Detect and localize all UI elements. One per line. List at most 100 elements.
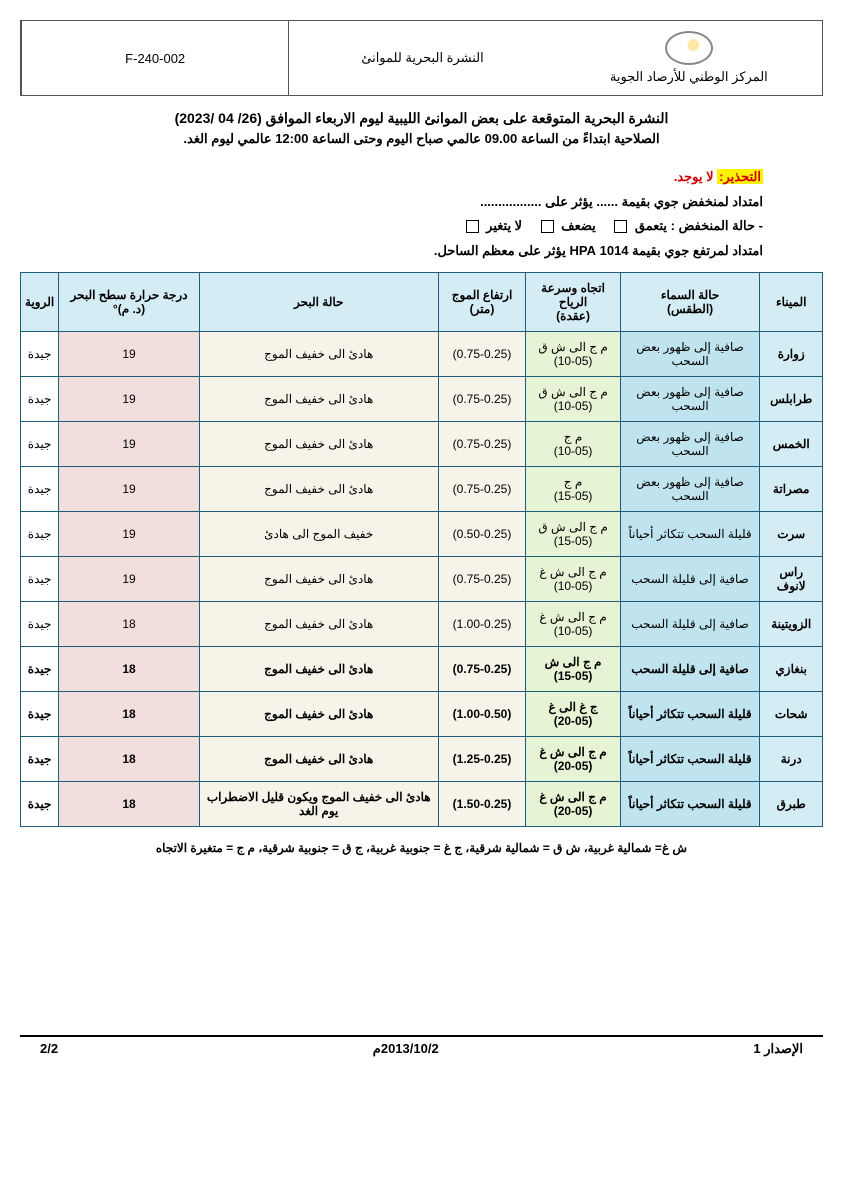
table-cell: جيدة [21, 376, 59, 421]
table-row: الخمسصافية إلى ظهور بعض السحبم ج(10-05)(… [21, 421, 823, 466]
org-name: المركز الوطني للأرصاد الجوية [610, 69, 768, 85]
opt-deepen: يتعمق [635, 218, 667, 233]
table-cell: 18 [59, 781, 200, 826]
table-cell: الخمس [760, 421, 823, 466]
table-cell: 19 [59, 376, 200, 421]
table-cell: 19 [59, 556, 200, 601]
table-header: حالة البحر [199, 272, 438, 331]
header-code: F-240-002 [21, 21, 288, 95]
table-cell: هادئ الى خفيف الموج [199, 601, 438, 646]
table-cell: الزويتينة [760, 601, 823, 646]
form-code: F-240-002 [125, 51, 185, 66]
document-header: F-240-002 النشرة البحرية للموانئ المركز … [20, 20, 823, 96]
table-row: درنةقليلة السحب تتكاثر أحياناًم ج الى ش … [21, 736, 823, 781]
table-cell: م ج الى ش غ(10-05) [526, 556, 620, 601]
checkbox-icon [466, 220, 479, 233]
table-cell: م ج الى ش ق(10-05) [526, 376, 620, 421]
table-row: شحاتقليلة السحب تتكاثر أحياناًج غ الى غ(… [21, 691, 823, 736]
table-row: طبرققليلة السحب تتكاثر أحياناًم ج الى ش … [21, 781, 823, 826]
table-cell: 18 [59, 601, 200, 646]
table-cell: قليلة السحب تتكاثر أحياناً [620, 781, 760, 826]
table-cell: م ج الى ش غ(20-05) [526, 781, 620, 826]
header-org: المركز الوطني للأرصاد الجوية [556, 21, 822, 95]
table-cell: قليلة السحب تتكاثر أحياناً [620, 736, 760, 781]
table-cell: 18 [59, 646, 200, 691]
table-cell: جيدة [21, 556, 59, 601]
table-cell: (0.75-0.25) [438, 331, 526, 376]
table-cell: راس لانوف [760, 556, 823, 601]
table-cell: زوارة [760, 331, 823, 376]
warn-none: لا يوجد. [674, 169, 714, 184]
opt-weaken: يضعف [561, 218, 596, 233]
table-cell: م ج الى ش(15-05) [526, 646, 620, 691]
table-cell: مصراتة [760, 466, 823, 511]
table-cell: خفيف الموج الى هادئ [199, 511, 438, 556]
warn-label: التحذير: [717, 169, 763, 184]
table-cell: جيدة [21, 736, 59, 781]
table-cell: جيدة [21, 781, 59, 826]
table-cell: هادئ الى خفيف الموج [199, 556, 438, 601]
checkbox-icon [614, 220, 627, 233]
table-cell: قليلة السحب تتكاثر أحياناً [620, 691, 760, 736]
opt-same: لا يتغير [486, 218, 522, 233]
footer-date: 2013/10/2م [373, 1041, 439, 1057]
table-header: الروية [21, 272, 59, 331]
table-cell: طرابلس [760, 376, 823, 421]
table-header: اتجاه وسرعة الرياح(عقدة) [526, 272, 620, 331]
table-row: راس لانوفصافية إلى قليلة السحبم ج الى ش … [21, 556, 823, 601]
table-cell: جيدة [21, 691, 59, 736]
table-cell: 19 [59, 421, 200, 466]
table-cell: (1.25-0.25) [438, 736, 526, 781]
table-cell: ج غ الى غ(20-05) [526, 691, 620, 736]
footer: الإصدار 1 2013/10/2م 2/2 [20, 1035, 823, 1061]
table-cell: م ج الى ش ق(10-05) [526, 331, 620, 376]
warning-block: التحذير: لا يوجد. امتداد لمنخفض جوي بقيم… [30, 165, 763, 264]
table-row: سرتقليلة السحب تتكاثر أحياناًم ج الى ش ق… [21, 511, 823, 556]
table-cell: هادئ الى خفيف الموج [199, 376, 438, 421]
table-cell: م ج الى ش غ(10-05) [526, 601, 620, 646]
low-status-lead: - حالة المنخفض : [671, 218, 763, 233]
table-cell: 18 [59, 736, 200, 781]
table-cell: 19 [59, 511, 200, 556]
table-cell: جيدة [21, 466, 59, 511]
table-cell: م ج(15-05) [526, 466, 620, 511]
table-header: ارتفاع الموج (متر) [438, 272, 526, 331]
forecast-table: الميناءحالة السماء(الطقس)اتجاه وسرعة الر… [20, 272, 823, 827]
table-header: حالة السماء(الطقس) [620, 272, 760, 331]
warn-line-low: امتداد لمنخفض جوي بقيمة ...... يؤثر على … [30, 190, 763, 215]
table-cell: صافية إلى قليلة السحب [620, 556, 760, 601]
table-cell: جيدة [21, 421, 59, 466]
table-cell: صافية إلى ظهور بعض السحب [620, 376, 760, 421]
table-cell: 19 [59, 466, 200, 511]
table-cell: هادئ الى خفيف الموج [199, 421, 438, 466]
table-header: الميناء [760, 272, 823, 331]
table-cell: (1.00-0.50) [438, 691, 526, 736]
table-cell: (0.75-0.25) [438, 646, 526, 691]
footer-page: 2/2 [40, 1041, 58, 1057]
footer-issue: الإصدار 1 [753, 1041, 803, 1057]
warn-line-high: امتداد لمرتفع جوي بقيمة 1014 HPA يؤثر عل… [30, 239, 763, 264]
table-cell: جيدة [21, 331, 59, 376]
table-cell: قليلة السحب تتكاثر أحياناً [620, 511, 760, 556]
table-cell: هادئ الى خفيف الموج [199, 691, 438, 736]
table-cell: (1.00-0.25) [438, 601, 526, 646]
table-row: الزويتينةصافية إلى قليلة السحبم ج الى ش … [21, 601, 823, 646]
table-cell: صافية إلى ظهور بعض السحب [620, 421, 760, 466]
table-cell: م ج الى ش غ(20-05) [526, 736, 620, 781]
table-cell: 18 [59, 691, 200, 736]
table-cell: هادئ الى خفيف الموج [199, 646, 438, 691]
table-cell: طبرق [760, 781, 823, 826]
table-cell: (0.75-0.25) [438, 466, 526, 511]
bulletin-type: النشرة البحرية للموانئ [361, 50, 484, 66]
table-row: طرابلسصافية إلى ظهور بعض السحبم ج الى ش … [21, 376, 823, 421]
table-cell: (0.75-0.25) [438, 421, 526, 466]
table-cell: صافية إلى ظهور بعض السحب [620, 466, 760, 511]
table-cell: صافية إلى قليلة السحب [620, 601, 760, 646]
page-title: النشرة البحرية المتوقعة على بعض الموانئ … [20, 110, 823, 127]
header-title: النشرة البحرية للموانئ [288, 21, 555, 95]
table-cell: هادئ الى خفيف الموج [199, 466, 438, 511]
table-cell: 19 [59, 331, 200, 376]
table-cell: صافية إلى ظهور بعض السحب [620, 331, 760, 376]
table-cell: درنة [760, 736, 823, 781]
table-cell: بنغازي [760, 646, 823, 691]
